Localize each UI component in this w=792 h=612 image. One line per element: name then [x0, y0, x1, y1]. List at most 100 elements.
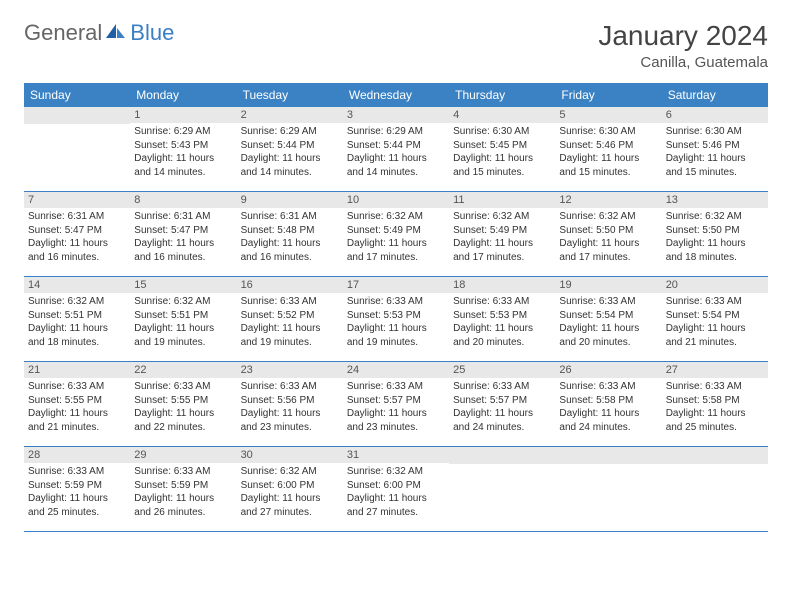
day-number: 22 [130, 362, 236, 378]
calendar-cell: 22Sunrise: 6:33 AMSunset: 5:55 PMDayligh… [130, 362, 236, 446]
day-content: Sunrise: 6:33 AMSunset: 5:53 PMDaylight:… [343, 293, 449, 353]
sunrise-text: Sunrise: 6:32 AM [453, 210, 551, 224]
sunrise-text: Sunrise: 6:32 AM [134, 295, 232, 309]
calendar-cell: 13Sunrise: 6:32 AMSunset: 5:50 PMDayligh… [662, 192, 768, 276]
calendar-cell: 3Sunrise: 6:29 AMSunset: 5:44 PMDaylight… [343, 107, 449, 191]
sunset-text: Sunset: 5:49 PM [347, 224, 445, 238]
calendar-cell: 9Sunrise: 6:31 AMSunset: 5:48 PMDaylight… [237, 192, 343, 276]
calendar-cell: 5Sunrise: 6:30 AMSunset: 5:46 PMDaylight… [555, 107, 661, 191]
sunset-text: Sunset: 5:46 PM [666, 139, 764, 153]
calendar-cell [449, 447, 555, 531]
sunrise-text: Sunrise: 6:33 AM [666, 380, 764, 394]
calendar-cell: 15 Sunrise: 6:32 AMSunset: 5:51 PMDayligh… [130, 277, 236, 361]
weekday-header: Wednesday [343, 83, 449, 107]
daylight-text: Daylight: 11 hours and 24 minutes. [559, 407, 657, 434]
day-number: 15 [130, 277, 236, 293]
day-content: Sunrise: 6:31 AMSunset: 5:48 PMDaylight:… [237, 208, 343, 268]
day-number: 19 [555, 277, 661, 293]
day-number: 17 [343, 277, 449, 293]
calendar-body: 1Sunrise: 6:29 AMSunset: 5:43 PMDaylight… [24, 107, 768, 532]
sunrise-text: Sunrise: 6:33 AM [28, 465, 126, 479]
logo: General Blue [24, 20, 174, 46]
sunrise-text: Sunrise: 6:29 AM [241, 125, 339, 139]
day-number: 31 [343, 447, 449, 463]
daylight-text: Daylight: 11 hours and 16 minutes. [134, 237, 232, 264]
sunset-text: Sunset: 5:59 PM [134, 479, 232, 493]
daylight-text: Daylight: 11 hours and 23 minutes. [241, 407, 339, 434]
sunset-text: Sunset: 5:58 PM [559, 394, 657, 408]
sunset-text: Sunset: 5:54 PM [559, 309, 657, 323]
sunrise-text: Sunrise: 6:32 AM [347, 465, 445, 479]
calendar-cell: 23Sunrise: 6:33 AMSunset: 5:56 PMDayligh… [237, 362, 343, 446]
day-content: Sunrise: 6:32 AMSunset: 5:49 PMDaylight:… [343, 208, 449, 268]
day-number: 16 [237, 277, 343, 293]
daylight-text: Daylight: 11 hours and 24 minutes. [453, 407, 551, 434]
sunrise-text: Sunrise: 6:29 AM [134, 125, 232, 139]
sunset-text: Sunset: 5:47 PM [28, 224, 126, 238]
calendar-cell: 8Sunrise: 6:31 AMSunset: 5:47 PMDaylight… [130, 192, 236, 276]
day-number: 23 [237, 362, 343, 378]
calendar-cell: 30Sunrise: 6:32 AMSunset: 6:00 PMDayligh… [237, 447, 343, 531]
day-number: 4 [449, 107, 555, 123]
sunrise-text: Sunrise: 6:33 AM [134, 380, 232, 394]
day-number: 9 [237, 192, 343, 208]
calendar-header-row: Sunday Monday Tuesday Wednesday Thursday… [24, 83, 768, 107]
sunrise-text: Sunrise: 6:33 AM [134, 465, 232, 479]
daylight-text: Daylight: 11 hours and 19 minutes. [134, 322, 232, 349]
day-number: 12 [555, 192, 661, 208]
daylight-text: Daylight: 11 hours and 19 minutes. [241, 322, 339, 349]
day-content: Sunrise: 6:33 AMSunset: 5:52 PMDaylight:… [237, 293, 343, 353]
sunset-text: Sunset: 6:00 PM [347, 479, 445, 493]
sunrise-text: Sunrise: 6:32 AM [666, 210, 764, 224]
sunset-text: Sunset: 5:44 PM [241, 139, 339, 153]
daylight-text: Daylight: 11 hours and 25 minutes. [666, 407, 764, 434]
calendar-cell: 26Sunrise: 6:33 AMSunset: 5:58 PMDayligh… [555, 362, 661, 446]
day-content: Sunrise: 6:33 AMSunset: 5:57 PMDaylight:… [449, 378, 555, 438]
calendar-cell: 31Sunrise: 6:32 AMSunset: 6:00 PMDayligh… [343, 447, 449, 531]
day-number: 29 [130, 447, 236, 463]
sunset-text: Sunset: 5:45 PM [453, 139, 551, 153]
day-content: Sunrise: 6:32 AMSunset: 6:00 PMDaylight:… [237, 463, 343, 523]
day-content: Sunrise: 6:30 AMSunset: 5:45 PMDaylight:… [449, 123, 555, 183]
sunrise-text: Sunrise: 6:33 AM [666, 295, 764, 309]
daylight-text: Daylight: 11 hours and 18 minutes. [28, 322, 126, 349]
day-content: Sunrise: 6:33 AMSunset: 5:59 PMDaylight:… [130, 463, 236, 523]
calendar: Sunday Monday Tuesday Wednesday Thursday… [24, 83, 768, 532]
daylight-text: Daylight: 11 hours and 23 minutes. [347, 407, 445, 434]
day-content: Sunrise: 6:33 AMSunset: 5:56 PMDaylight:… [237, 378, 343, 438]
sunset-text: Sunset: 5:51 PM [134, 309, 232, 323]
calendar-cell: 7Sunrise: 6:31 AMSunset: 5:47 PMDaylight… [24, 192, 130, 276]
day-content: Sunrise: 6:33 AMSunset: 5:58 PMDaylight:… [555, 378, 661, 438]
weekday-header: Saturday [662, 83, 768, 107]
sunrise-text: Sunrise: 6:31 AM [28, 210, 126, 224]
day-number: 7 [24, 192, 130, 208]
sunset-text: Sunset: 5:58 PM [666, 394, 764, 408]
sunrise-text: Sunrise: 6:33 AM [453, 380, 551, 394]
daylight-text: Daylight: 11 hours and 21 minutes. [666, 322, 764, 349]
day-number: 8 [130, 192, 236, 208]
sunrise-text: Sunrise: 6:30 AM [559, 125, 657, 139]
daylight-text: Daylight: 11 hours and 21 minutes. [28, 407, 126, 434]
day-number: 26 [555, 362, 661, 378]
day-number [24, 107, 130, 124]
day-content: Sunrise: 6:33 AMSunset: 5:55 PMDaylight:… [24, 378, 130, 438]
daylight-text: Daylight: 11 hours and 16 minutes. [241, 237, 339, 264]
day-number: 11 [449, 192, 555, 208]
daylight-text: Daylight: 11 hours and 17 minutes. [347, 237, 445, 264]
sunrise-text: Sunrise: 6:33 AM [241, 380, 339, 394]
daylight-text: Daylight: 11 hours and 17 minutes. [559, 237, 657, 264]
sunset-text: Sunset: 5:47 PM [134, 224, 232, 238]
day-content: Sunrise: 6:31 AMSunset: 5:47 PMDaylight:… [24, 208, 130, 268]
daylight-text: Daylight: 11 hours and 14 minutes. [134, 152, 232, 179]
header: General Blue January 2024 Canilla, Guate… [24, 20, 768, 71]
calendar-cell: 4Sunrise: 6:30 AMSunset: 5:45 PMDaylight… [449, 107, 555, 191]
daylight-text: Daylight: 11 hours and 15 minutes. [453, 152, 551, 179]
weekday-header: Thursday [449, 83, 555, 107]
sunset-text: Sunset: 5:57 PM [347, 394, 445, 408]
sunrise-text: Sunrise: 6:33 AM [559, 380, 657, 394]
daylight-text: Daylight: 11 hours and 17 minutes. [453, 237, 551, 264]
sunrise-text: Sunrise: 6:30 AM [453, 125, 551, 139]
day-number: 3 [343, 107, 449, 123]
day-number: 30 [237, 447, 343, 463]
day-number: 18 [449, 277, 555, 293]
